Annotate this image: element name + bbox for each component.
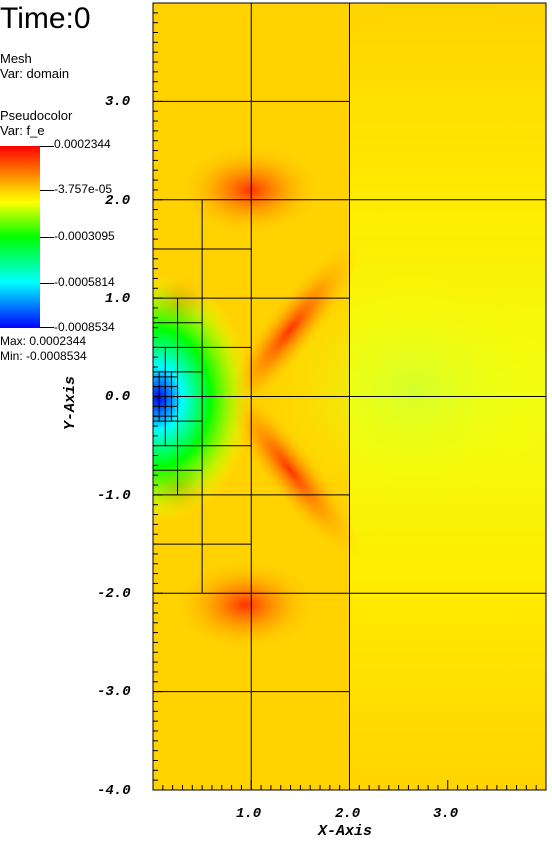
y-tick-label: 2.0 [105, 193, 130, 209]
x-tick-label: 2.0 [335, 806, 360, 822]
y-tick-label: -2.0 [97, 586, 131, 602]
colorbar-tick-label: 0.0002344 [54, 137, 111, 151]
y-tick-label: -3.0 [97, 684, 131, 700]
x-axis-title: X-Axis [317, 823, 372, 840]
colorbar [0, 146, 40, 328]
colorbar-tick-label: -3.757e-05 [54, 182, 113, 196]
mesh-lines [153, 3, 546, 790]
y-tick-label: 1.0 [105, 291, 130, 307]
major-ticks [152, 2, 547, 791]
minor-ticks [153, 12, 537, 790]
colorbar-tick-label: -0.0005814 [54, 275, 115, 289]
colorbar-tick-label: -0.0003095 [54, 229, 115, 243]
colorbar-tick [40, 190, 54, 191]
time-label: Time:0 [0, 2, 91, 35]
pseudocolor-legend-name: Pseudocolor [0, 108, 73, 123]
colorbar-tick-label: -0.0008534 [54, 320, 115, 334]
y-tick-label: 3.0 [105, 94, 130, 110]
pseudocolor-legend-var: Var: f_e [0, 123, 45, 138]
legend-max: Max: 0.0002344 [0, 334, 87, 348]
mesh-legend-var: Var: domain [0, 66, 70, 81]
y-tick-label: 0.0 [105, 389, 130, 405]
x-tick-label: 3.0 [433, 806, 458, 822]
y-tick-label: -4.0 [97, 783, 131, 799]
legend-min: Min: -0.0008534 [0, 349, 87, 363]
colorbar-tick [40, 283, 54, 284]
y-axis-title: Y-Axis [62, 376, 79, 430]
colorbar-tick [40, 237, 54, 238]
y-tick-label: -1.0 [97, 488, 131, 504]
mesh-legend-name: Mesh [0, 51, 32, 66]
colorbar-tick [40, 146, 54, 147]
x-tick-label: 1.0 [236, 806, 261, 822]
colorbar-tick [40, 327, 54, 328]
